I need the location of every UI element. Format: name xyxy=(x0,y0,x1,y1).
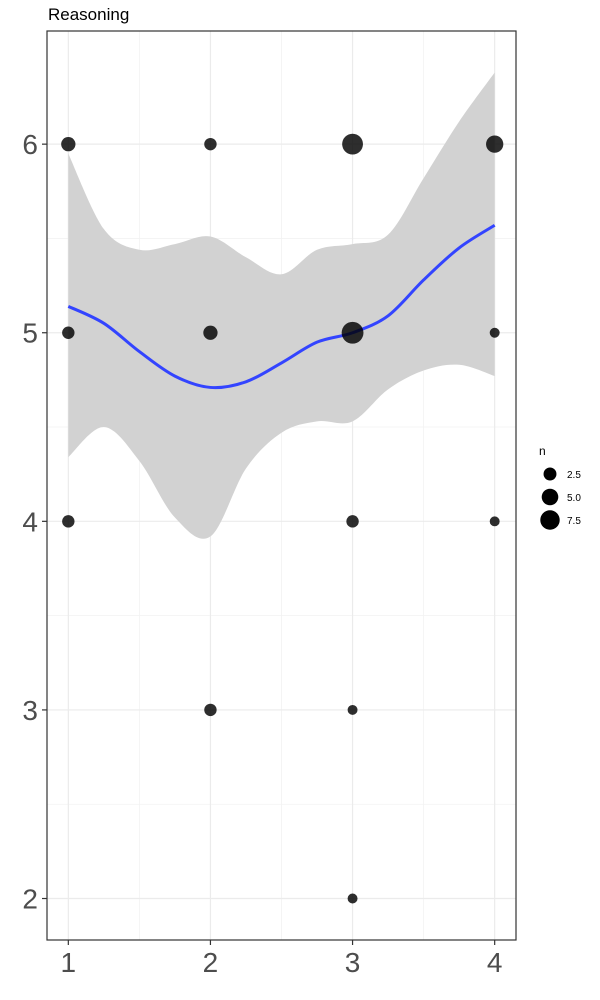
y-tick-label: 4 xyxy=(22,506,38,537)
data-point xyxy=(489,516,500,527)
data-point xyxy=(347,704,358,715)
axis-layer: 1 2 3 4 2 3 4 5 6 xyxy=(22,129,502,978)
legend-key xyxy=(543,467,557,481)
confidence-band xyxy=(68,72,495,539)
plot-border xyxy=(46,30,517,941)
smooth-line-layer xyxy=(67,223,496,390)
legend-key xyxy=(540,510,560,530)
data-point xyxy=(204,137,217,151)
data-point xyxy=(204,703,217,717)
y-tick-label: 5 xyxy=(22,318,38,349)
legend: n 2.5 5.0 7.5 xyxy=(539,444,581,530)
smooth-line xyxy=(67,223,496,390)
legend-label: 2.5 xyxy=(567,470,581,481)
legend-label: 7.5 xyxy=(567,516,581,527)
data-point xyxy=(341,321,364,344)
y-tick-label: 6 xyxy=(22,129,38,160)
data-point xyxy=(62,326,75,339)
x-tick-label: 3 xyxy=(345,947,361,978)
y-tick-label: 3 xyxy=(22,695,38,726)
data-point xyxy=(342,133,363,155)
legend-label: 5.0 xyxy=(567,493,581,504)
x-tick-label: 2 xyxy=(203,947,219,978)
data-point xyxy=(203,325,218,340)
data-point xyxy=(62,515,75,528)
chart-title: Reasoning xyxy=(48,5,129,24)
data-point xyxy=(347,893,358,904)
confidence-band-layer xyxy=(68,72,495,539)
data-point xyxy=(346,515,359,528)
data-point xyxy=(489,327,500,338)
y-tick-label: 2 xyxy=(22,884,38,915)
points-layer xyxy=(61,133,504,904)
legend-key xyxy=(541,488,559,506)
x-tick-label: 4 xyxy=(487,947,503,978)
data-point xyxy=(61,137,76,152)
data-point xyxy=(486,135,504,153)
legend-title: n xyxy=(539,444,546,458)
x-tick-label: 1 xyxy=(61,947,77,978)
